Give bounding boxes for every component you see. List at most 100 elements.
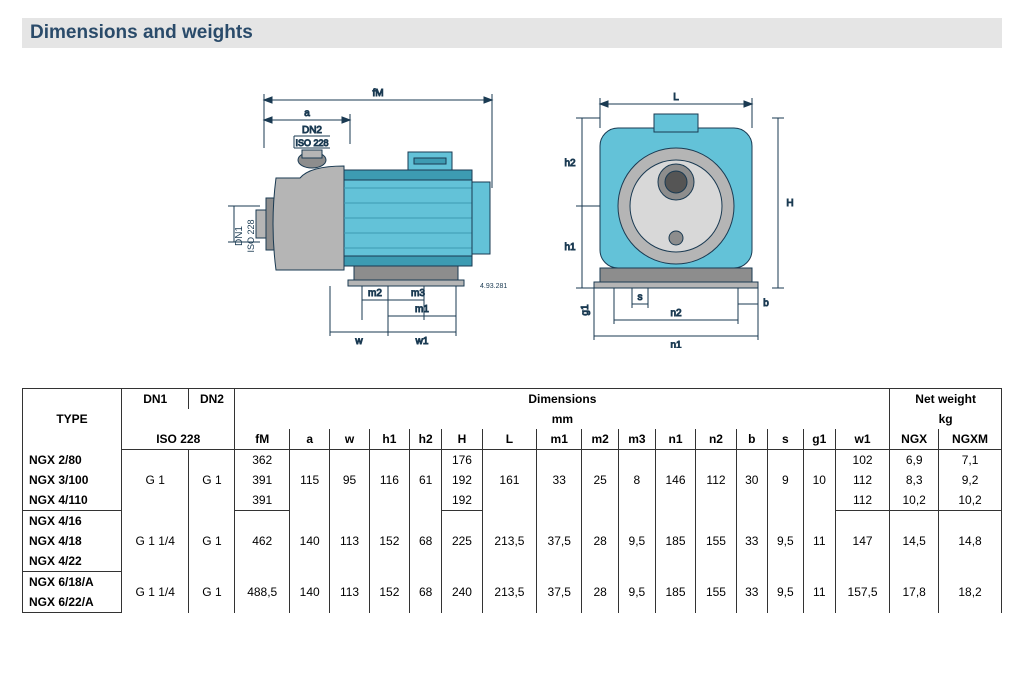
- section-title: Dimensions and weights: [22, 18, 1002, 48]
- type-cell: NGX 3/100: [23, 470, 122, 490]
- cell-dn1: G 1: [122, 450, 189, 511]
- type-cell: NGX 4/18: [23, 531, 122, 551]
- th-col: n1: [655, 429, 695, 450]
- cell-dn1: G 1 1/4: [122, 572, 189, 613]
- label-m3: m3: [411, 288, 425, 299]
- cell: 155: [696, 572, 736, 613]
- label-n1: n1: [670, 340, 682, 348]
- cell: 28: [582, 572, 619, 613]
- cell: 10,2: [939, 490, 1002, 511]
- th-col: m2: [582, 429, 619, 450]
- cell: 28: [582, 511, 619, 572]
- cell: 14,8: [939, 511, 1002, 572]
- cell: 140: [289, 511, 329, 572]
- cell-dn2: G 1: [189, 450, 235, 511]
- type-cell: NGX 6/22/A: [23, 592, 122, 613]
- cell: 7,1: [939, 450, 1002, 471]
- th-dimensions: Dimensions: [235, 389, 890, 410]
- pump-front-view: L H h2 h1: [552, 88, 812, 348]
- cell: 488,5: [235, 572, 289, 613]
- cell: 10: [803, 450, 835, 511]
- th-type: TYPE: [23, 389, 122, 450]
- label-w1: w1: [415, 336, 429, 347]
- cell: 391: [235, 470, 289, 490]
- th-col: NGX: [890, 429, 939, 450]
- th-col: b: [736, 429, 767, 450]
- cell: 9,5: [619, 511, 656, 572]
- type-cell: NGX 6/18/A: [23, 572, 122, 593]
- cell: 9,5: [619, 572, 656, 613]
- cell: 17,8: [890, 572, 939, 613]
- cell: 30: [736, 450, 767, 511]
- cell: 112: [835, 490, 889, 511]
- th-col: w1: [835, 429, 889, 450]
- cell: 213,5: [482, 572, 536, 613]
- cell: 8,3: [890, 470, 939, 490]
- cell: 152: [369, 511, 409, 572]
- cell: 116: [369, 450, 409, 511]
- th-col: s: [767, 429, 803, 450]
- cell: 112: [835, 470, 889, 490]
- label-h2: h2: [564, 158, 576, 169]
- type-cell: NGX 4/22: [23, 551, 122, 572]
- cell-dn2: G 1: [189, 511, 235, 572]
- cell: 37,5: [537, 572, 582, 613]
- cell: 10,2: [890, 490, 939, 511]
- type-cell: NGX 4/110: [23, 490, 122, 511]
- th-col: h2: [410, 429, 442, 450]
- cell: 11: [803, 511, 835, 572]
- th-dn2: DN2: [189, 389, 235, 410]
- label-H: H: [786, 198, 793, 209]
- cell: 362: [235, 450, 289, 471]
- th-col: h1: [369, 429, 409, 450]
- cell: 185: [655, 511, 695, 572]
- cell: 11: [803, 572, 835, 613]
- diagram-area: fM a DN2 ISO 228: [22, 88, 1002, 348]
- th-netweight: Net weight: [890, 389, 1002, 410]
- cell: 192: [442, 470, 482, 490]
- cell: 113: [330, 511, 369, 572]
- label-fM: fM: [372, 88, 383, 99]
- label-m1: m1: [415, 304, 429, 315]
- cell: 68: [410, 511, 442, 572]
- cell: 68: [410, 572, 442, 613]
- th-col: a: [289, 429, 329, 450]
- cell: 102: [835, 450, 889, 471]
- label-s: s: [638, 292, 643, 303]
- cell: 157,5: [835, 572, 889, 613]
- cell: 176: [442, 450, 482, 471]
- type-cell: NGX 4/16: [23, 511, 122, 532]
- dimensions-table: TYPE DN1 DN2 Dimensions Net weight mm kg…: [22, 388, 1002, 613]
- label-DN1: DN1: [234, 226, 245, 246]
- label-L: L: [673, 92, 679, 103]
- cell: 33: [736, 572, 767, 613]
- cell: 18,2: [939, 572, 1002, 613]
- cell-dn1: G 1 1/4: [122, 511, 189, 572]
- cell: 391: [235, 490, 289, 511]
- cell: 9,5: [767, 572, 803, 613]
- cell: 147: [835, 511, 889, 572]
- cell: 9,5: [767, 511, 803, 572]
- label-g1: g1: [580, 304, 591, 316]
- cell: 161: [482, 450, 536, 511]
- cell: 115: [289, 450, 329, 511]
- th-col: m1: [537, 429, 582, 450]
- th-kg: kg: [890, 409, 1002, 429]
- cell: 95: [330, 450, 369, 511]
- label-ISO228-top: ISO 228: [295, 138, 328, 148]
- cell: 225: [442, 511, 482, 572]
- th-col: g1: [803, 429, 835, 450]
- cell: 140: [289, 572, 329, 613]
- th-col: m3: [619, 429, 656, 450]
- type-cell: NGX 2/80: [23, 450, 122, 471]
- cell: 192: [442, 490, 482, 511]
- cell: 14,5: [890, 511, 939, 572]
- label-w: w: [354, 336, 363, 347]
- th-col: fM: [235, 429, 289, 450]
- cell: 112: [696, 450, 736, 511]
- th-col: w: [330, 429, 369, 450]
- label-h1: h1: [564, 242, 576, 253]
- cell: 61: [410, 450, 442, 511]
- th-dn1: DN1: [122, 389, 189, 410]
- cell: 9: [767, 450, 803, 511]
